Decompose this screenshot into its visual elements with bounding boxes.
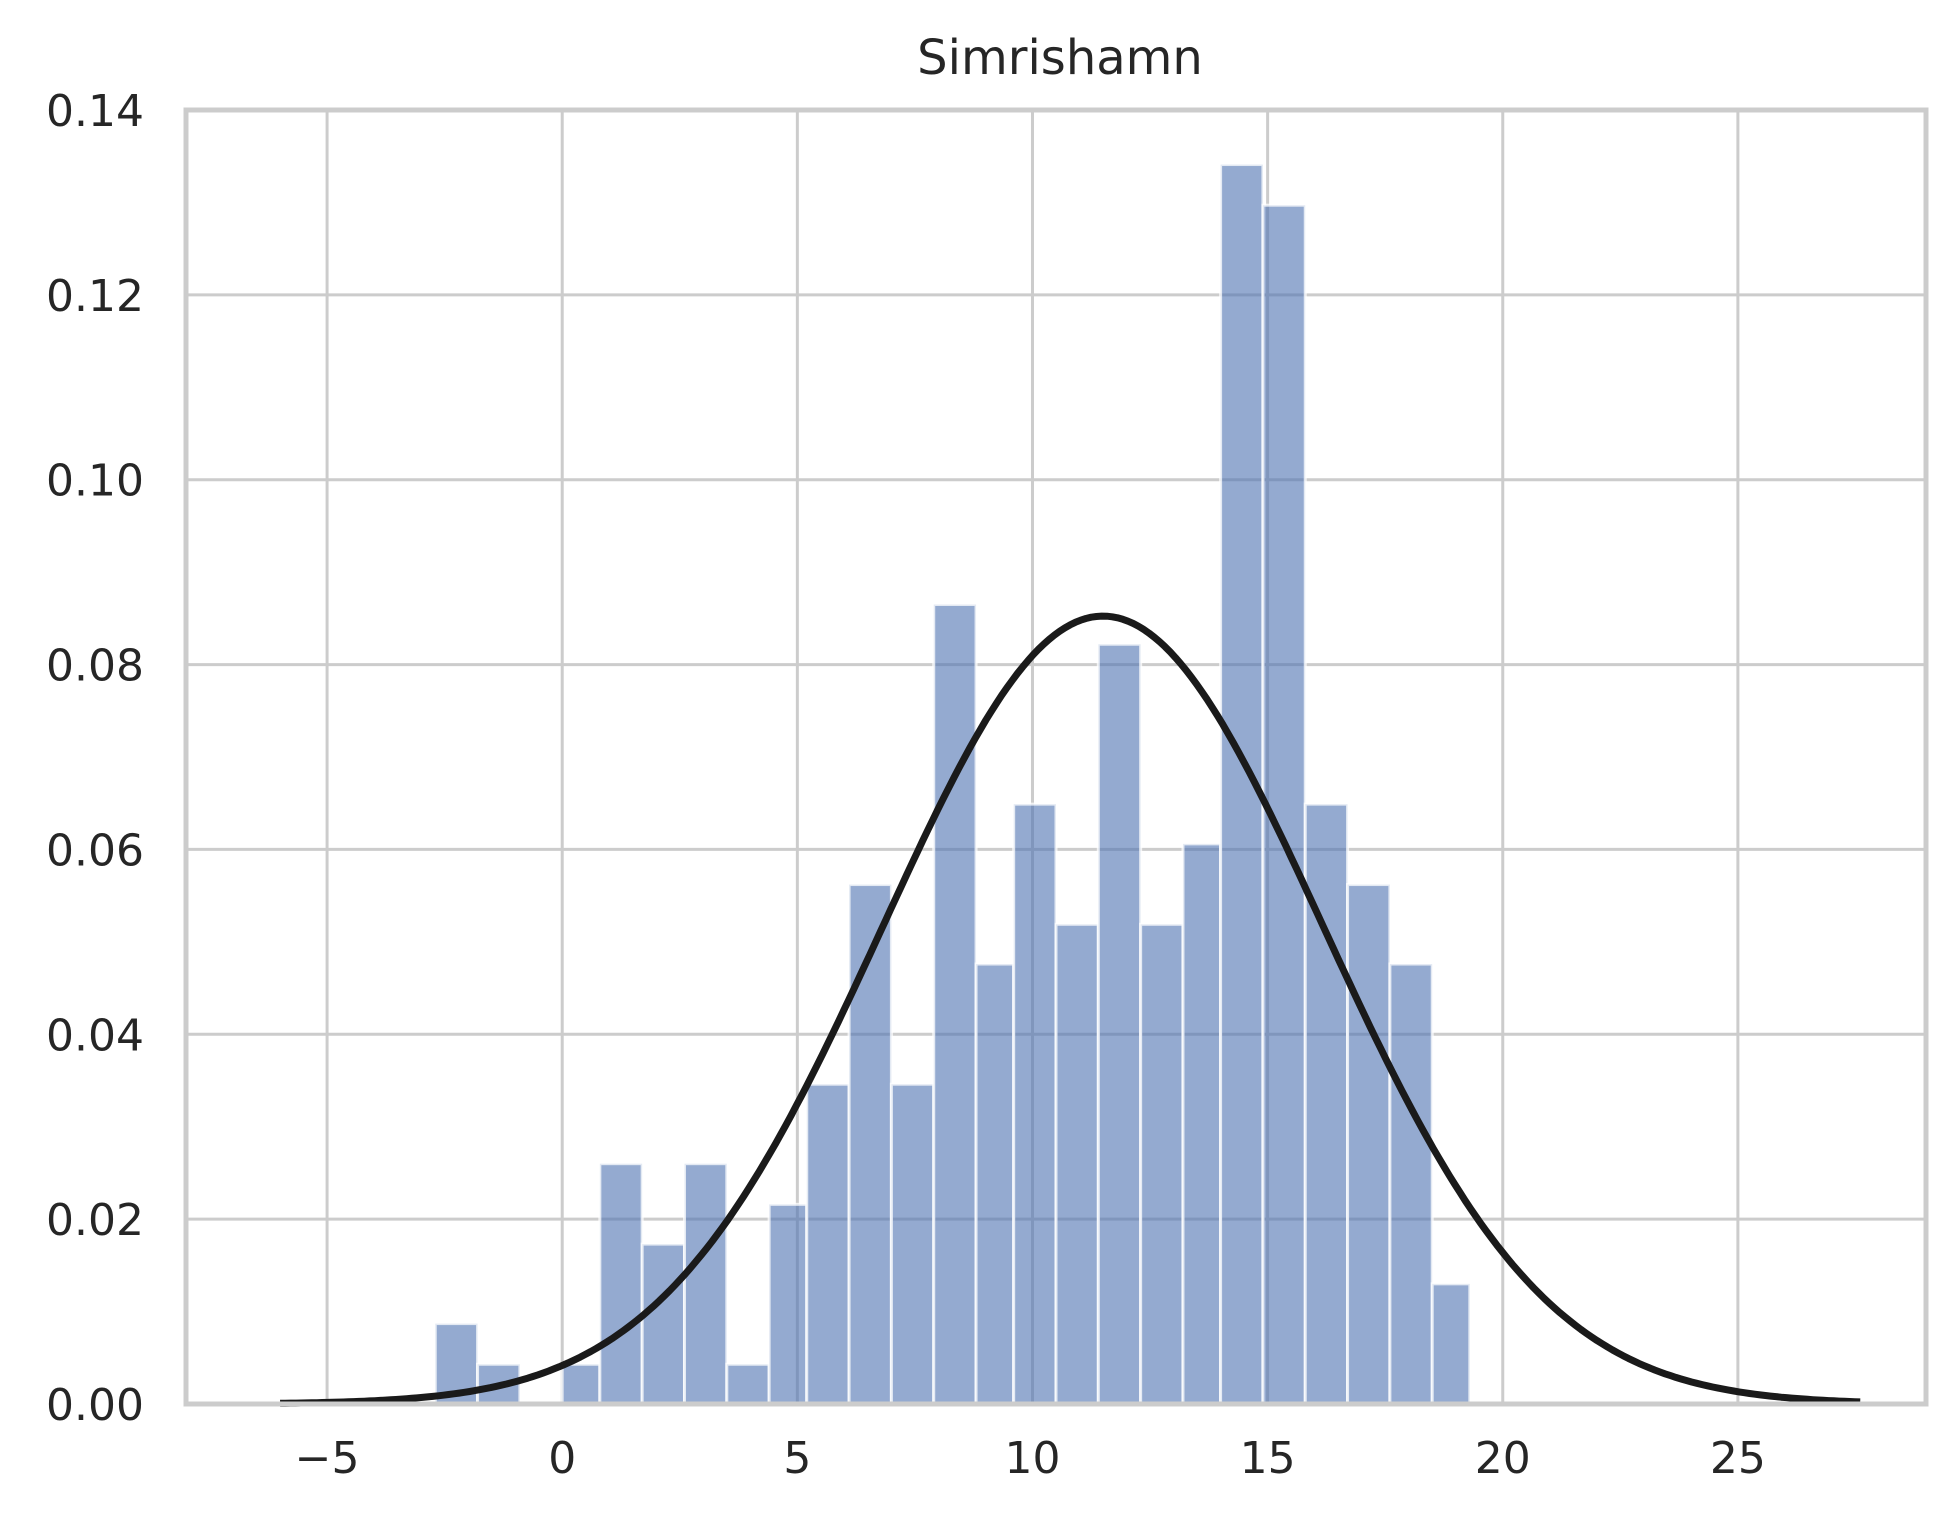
y-tick-label: 0.02	[46, 1195, 144, 1246]
normal-fit-line	[280, 612, 1861, 1407]
normal-fit-curve	[280, 612, 1861, 1407]
histogram-bar-16	[1096, 642, 1143, 1406]
histogram-bar-5	[640, 1242, 686, 1406]
histogram-bar-17	[1139, 922, 1185, 1406]
x-tick-label: 10	[1004, 1433, 1060, 1484]
y-tick-label: 0.06	[46, 825, 144, 876]
chart-title: Simrishamn	[917, 30, 1203, 86]
y-tick-label: 0.12	[46, 271, 144, 322]
x-tick-label: −5	[295, 1433, 360, 1484]
y-axis-ticks: 0.00 0.02 0.04 0.06 0.08 0.10 0.12 0.14	[46, 86, 144, 1431]
y-tick-label: 0.14	[46, 86, 144, 137]
histogram-bar-13	[974, 962, 1016, 1406]
histogram-bar-9	[805, 1082, 851, 1406]
y-tick-label: 0.00	[46, 1380, 144, 1431]
histogram-bars	[433, 163, 1472, 1406]
y-tick-label: 0.08	[46, 641, 144, 692]
y-tick-label: 0.10	[46, 456, 144, 507]
x-tick-label: 25	[1710, 1433, 1766, 1484]
y-tick-label: 0.04	[46, 1010, 144, 1061]
histogram-bar-10	[847, 883, 893, 1406]
x-tick-label: 20	[1475, 1433, 1531, 1484]
histogram-bar-22	[1346, 883, 1392, 1406]
histogram-bar-23	[1388, 962, 1434, 1406]
histogram-bar-24	[1430, 1282, 1472, 1406]
histogram-bar-4	[598, 1162, 644, 1406]
x-tick-label: 0	[548, 1433, 576, 1484]
histogram-bar-8	[767, 1202, 809, 1406]
histogram-bar-15	[1054, 922, 1100, 1406]
histogram-bar-6	[682, 1162, 729, 1406]
histogram-bar-18	[1181, 842, 1223, 1406]
histogram-bar-14	[1012, 802, 1058, 1406]
histogram-bar-12	[932, 602, 978, 1406]
histogram-bar-3	[560, 1362, 602, 1406]
histogram-bar-7	[725, 1362, 771, 1406]
x-axis-ticks: −5 0 5 10 15 20 25	[295, 1433, 1766, 1484]
x-tick-label: 15	[1240, 1433, 1296, 1484]
histogram-bar-11	[889, 1082, 936, 1406]
plot-frame	[183, 107, 1929, 1407]
x-tick-label: 5	[783, 1433, 811, 1484]
